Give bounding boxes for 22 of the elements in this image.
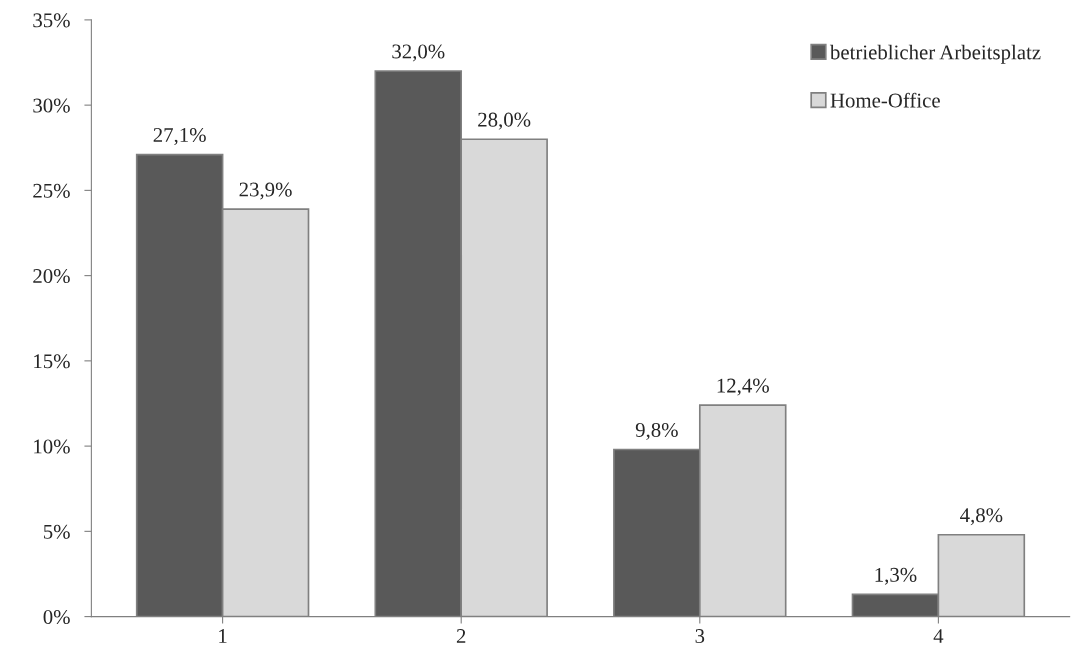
y-tick-label: 0% (43, 609, 70, 625)
data-label: 12,4% (717, 378, 769, 396)
data-label: 27,1% (153, 127, 206, 146)
x-tick-label: 2 (456, 629, 466, 643)
data-label: 9,8% (635, 422, 678, 440)
legend-label: Home-Office (830, 92, 940, 108)
y-tick-label: 5% (43, 524, 70, 539)
x-tick-label: 3 (695, 629, 705, 644)
y-tick-label: 35% (33, 13, 70, 28)
y-tick-label: 10% (34, 439, 70, 454)
legend-label: betrieblicher Arbeitsplatz (829, 44, 1041, 64)
y-tick-label: 20% (33, 268, 70, 284)
data-label: 23,9% (239, 182, 292, 200)
data-label: 32,0% (392, 44, 445, 62)
data-label: 28,0% (478, 112, 531, 130)
x-tick-label: 1 (219, 629, 227, 643)
data-label: 1,3% (875, 567, 917, 585)
data-label: 4,8% (960, 508, 1003, 526)
y-tick-label: 15% (34, 354, 70, 369)
y-tick-label: 30% (33, 98, 70, 113)
x-tick-label: 4 (933, 629, 944, 643)
y-tick-label: 25% (33, 183, 70, 198)
